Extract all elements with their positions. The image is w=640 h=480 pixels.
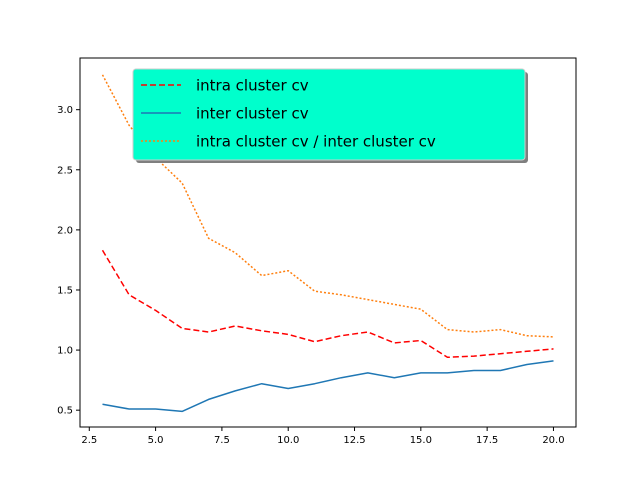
x-tick-label: 20.0: [542, 435, 564, 446]
y-tick-label: 1.0: [57, 346, 73, 357]
y-tick-label: 0.5: [57, 406, 73, 417]
y-tick-label: 3.0: [57, 105, 73, 116]
legend-label-2: intra cluster cv / inter cluster cv: [196, 133, 436, 151]
plot-area: [101, 74, 554, 413]
x-tick-label: 17.5: [476, 435, 498, 446]
x-axis: 2.5 5.0 7.5 10.0 12.5 15.0 17.5 20.0: [81, 427, 565, 446]
y-axis: 0.5 1.0 1.5 2.0 2.5 3.0: [57, 105, 80, 417]
legend-label-1: inter cluster cv: [196, 105, 309, 123]
series-line-2: [101, 74, 554, 338]
legend: intra cluster cv inter cluster cv intra cl…: [132, 68, 528, 163]
x-tick-label: 7.5: [214, 435, 230, 446]
axes-frame: [79, 57, 577, 428]
x-tick-label: 2.5: [81, 435, 97, 446]
x-tick-label: 12.5: [343, 435, 365, 446]
x-tick-label: 15.0: [410, 435, 432, 446]
x-tick-label: 10.0: [277, 435, 299, 446]
series-line-1: [102, 360, 554, 413]
series-line-0: [101, 249, 554, 359]
x-tick-label: 5.0: [148, 435, 164, 446]
legend-label-0: intra cluster cv: [196, 77, 309, 95]
legend-box: [132, 68, 526, 161]
y-tick-label: 2.5: [57, 165, 73, 176]
y-tick-label: 1.5: [57, 285, 73, 296]
y-tick-label: 2.0: [57, 225, 73, 236]
